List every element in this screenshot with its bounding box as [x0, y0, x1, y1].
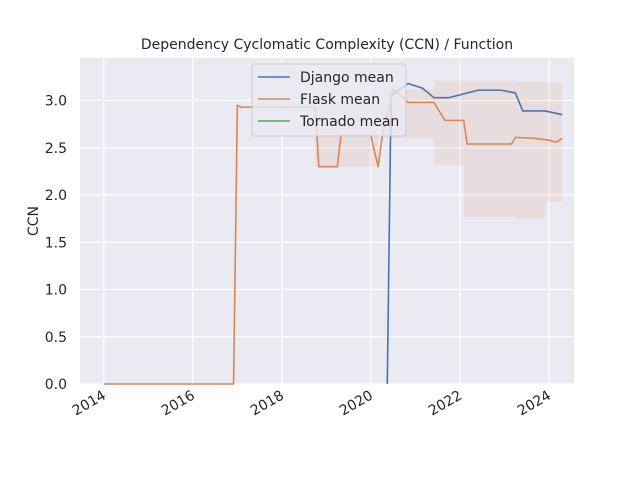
y-tick-label: 0.0	[45, 377, 67, 393]
x-tick-label: 2018	[248, 388, 287, 420]
y-tick-label: 0.5	[45, 330, 67, 346]
legend-label-flask: Flask mean	[300, 92, 380, 108]
x-tick-label: 2014	[70, 388, 109, 420]
legend: Django mean Flask mean Tornado mean	[251, 63, 407, 137]
x-tick-label: 2022	[426, 388, 465, 420]
y-tick-label: 2.5	[45, 141, 67, 157]
confidence-bands	[315, 80, 563, 219]
x-tick-labels: 2014 2016 2018 2020 2022 2024	[70, 388, 554, 420]
legend-label-tornado: Tornado mean	[299, 114, 399, 130]
confidence-band	[463, 80, 516, 217]
x-tick-label: 2024	[515, 388, 554, 420]
y-tick-labels: 0.0 0.5 1.0 1.5 2.0 2.5 3.0	[45, 94, 67, 393]
chart-title: Dependency Cyclomatic Complexity (CCN) /…	[141, 37, 513, 53]
x-tick-label: 2020	[337, 388, 376, 420]
y-tick-label: 1.0	[45, 283, 67, 299]
y-tick-label: 3.0	[45, 94, 67, 110]
confidence-band	[433, 80, 464, 165]
legend-label-django: Django mean	[300, 70, 394, 86]
y-axis-label: CCN	[26, 206, 42, 236]
legend-box	[251, 63, 407, 137]
x-tick-label: 2016	[159, 388, 198, 420]
y-tick-label: 2.0	[45, 188, 67, 204]
y-tick-label: 1.5	[45, 235, 67, 251]
